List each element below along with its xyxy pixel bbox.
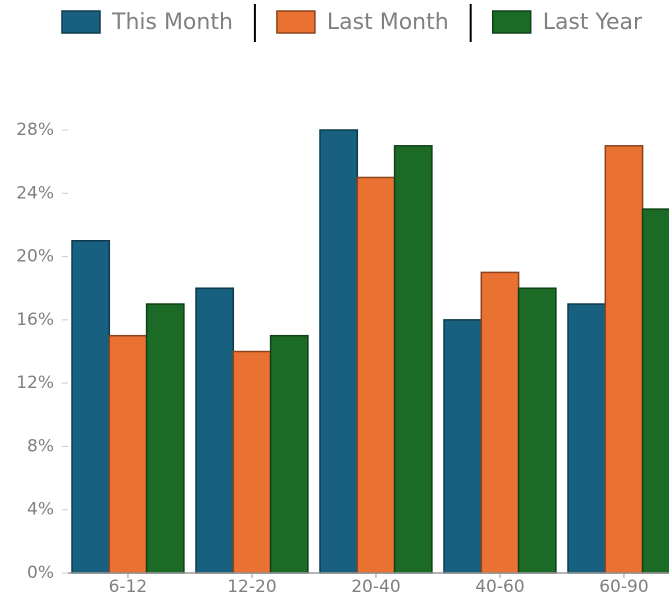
bar — [356, 176, 396, 574]
x-tick-label: 12-20 — [227, 577, 276, 597]
bar — [108, 334, 148, 574]
y-tick-label: 0% — [27, 563, 54, 583]
bar — [145, 303, 185, 574]
x-tick-label: 20-40 — [351, 577, 400, 597]
legend-swatch — [61, 10, 101, 34]
bar — [480, 271, 520, 574]
bar — [232, 350, 272, 574]
x-tick-label: 6-12 — [109, 577, 148, 597]
legend-swatch — [276, 10, 316, 34]
bar — [641, 208, 669, 574]
legend-swatch — [491, 10, 532, 34]
y-tick-label: 16% — [16, 310, 54, 330]
bar — [443, 319, 483, 574]
bar — [393, 145, 433, 574]
legend-label: Last Month — [327, 10, 449, 35]
y-tick-label: 4% — [27, 500, 54, 520]
bar — [71, 240, 111, 574]
bar — [195, 287, 235, 574]
legend-label: This Month — [111, 10, 233, 35]
bar — [319, 129, 359, 574]
y-tick-label: 20% — [16, 247, 54, 267]
y-tick-label: 28% — [16, 120, 54, 140]
bar — [517, 287, 557, 574]
y-tick-label: 24% — [16, 183, 54, 203]
y-tick-label: 12% — [16, 373, 54, 393]
bar — [604, 145, 644, 574]
x-tick-label: 60-90 — [599, 577, 648, 597]
x-tick-label: 40-60 — [475, 577, 524, 597]
y-tick-label: 8% — [27, 436, 54, 456]
bar — [269, 334, 309, 574]
legend-label: Last Year — [543, 10, 643, 35]
bar — [567, 303, 607, 574]
